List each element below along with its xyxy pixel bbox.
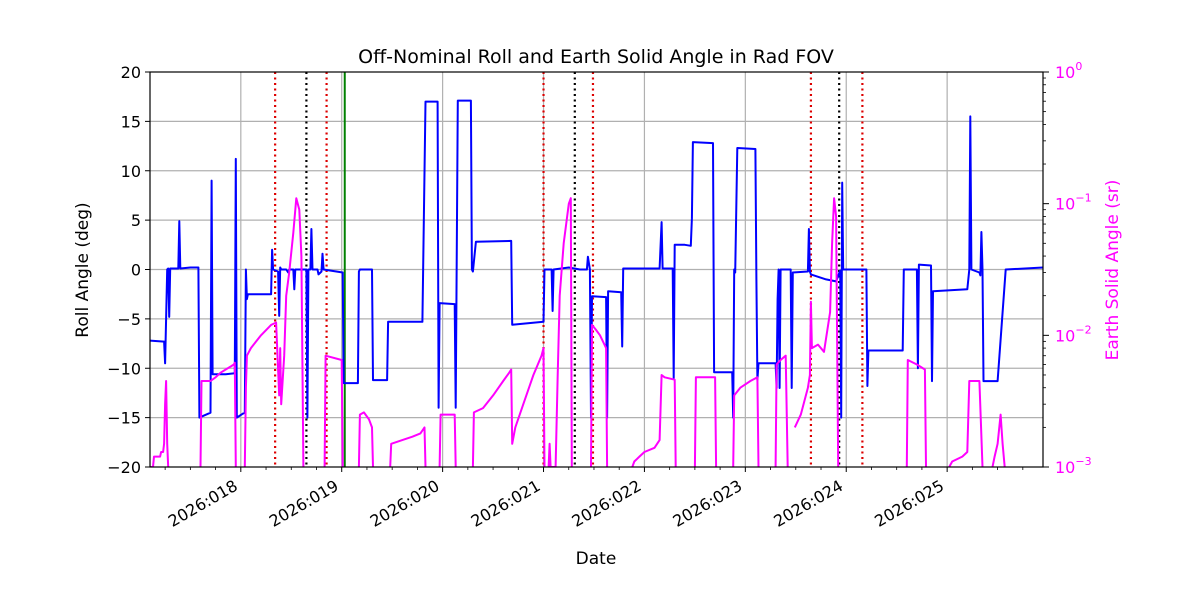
earth-solid-angle-line [357,411,374,467]
x-tick-label: 2026:019 [266,476,342,531]
y2-tick-exponent: 0 [1075,60,1082,73]
x-axis-ticks: 2026:018 2026:019 2026:020 2026:021 2026:022… [164,467,1024,531]
y2-tick-exponent: −2 [1075,323,1091,336]
y2-tick-mantissa: 10 [1055,458,1075,477]
y2-tick-label: 10−2 [1055,323,1092,345]
x-tick-label: 2026:024 [770,476,846,531]
y2-tick-label: 10−1 [1055,192,1092,214]
earth-solid-angle-line [323,354,344,467]
earth-solid-angle-line [243,197,305,467]
y-tick-label: −10 [107,359,141,378]
earth-solid-angle-line [389,426,427,467]
y-tick-label: −15 [107,409,141,428]
y2-tick-label: 10−3 [1055,455,1092,477]
y-tick-label: −20 [107,458,141,477]
x-tick-label: 2026:025 [871,476,947,531]
x-tick-label: 2026:020 [367,476,443,531]
earth-solid-angle-line [150,380,170,467]
x-tick-label: 2026:023 [669,476,745,531]
roll-angle-line [150,99,1043,419]
y-tick-label: 5 [131,211,141,230]
earth-solid-angle-line [732,376,760,467]
series [150,99,1043,467]
y2-tick-exponent: −3 [1075,455,1091,468]
x-axis-title: Date [576,549,617,569]
event-markers [274,72,864,467]
earth-solid-angle-line [631,374,677,467]
y-tick-label: −5 [117,310,141,329]
y2-tick-mantissa: 10 [1055,326,1075,345]
earth-solid-angle-line [547,197,573,467]
chart-title: Off-Nominal Roll and Earth Solid Angle i… [358,46,834,68]
earth-solid-angle-line [438,413,457,467]
y2-axis-title: Earth Solid Angle (sr) [1103,180,1123,361]
x-tick-label: 2026:018 [165,476,241,531]
y-tick-label: 10 [121,162,141,181]
y-tick-label: 15 [121,112,141,131]
earth-solid-angle-line [793,197,840,467]
y-axis-ticks: 20 15 10 5 0 −5 −10 −15 −20 [107,63,150,477]
y2-tick-mantissa: 10 [1055,63,1075,82]
y-axis-title: Roll Angle (deg) [73,202,93,337]
x-tick-label: 2026:022 [569,476,645,531]
y-tick-label: 20 [121,63,141,82]
y-tick-label: 0 [131,261,141,280]
earth-solid-angle-line [471,347,546,467]
earth-solid-angle-line [590,323,609,467]
earth-solid-angle-line [991,413,1006,467]
earth-solid-angle-line [693,376,718,467]
earth-solid-angle-line [199,361,237,467]
y2-tick-mantissa: 10 [1055,195,1075,214]
earth-solid-angle-line [774,354,789,467]
y2-tick-exponent: −1 [1075,192,1091,205]
earth-solid-angle-line [948,380,984,467]
earth-solid-angle-line [905,359,927,467]
y2-tick-label: 100 [1055,60,1082,82]
x-tick-label: 2026:021 [468,476,544,531]
